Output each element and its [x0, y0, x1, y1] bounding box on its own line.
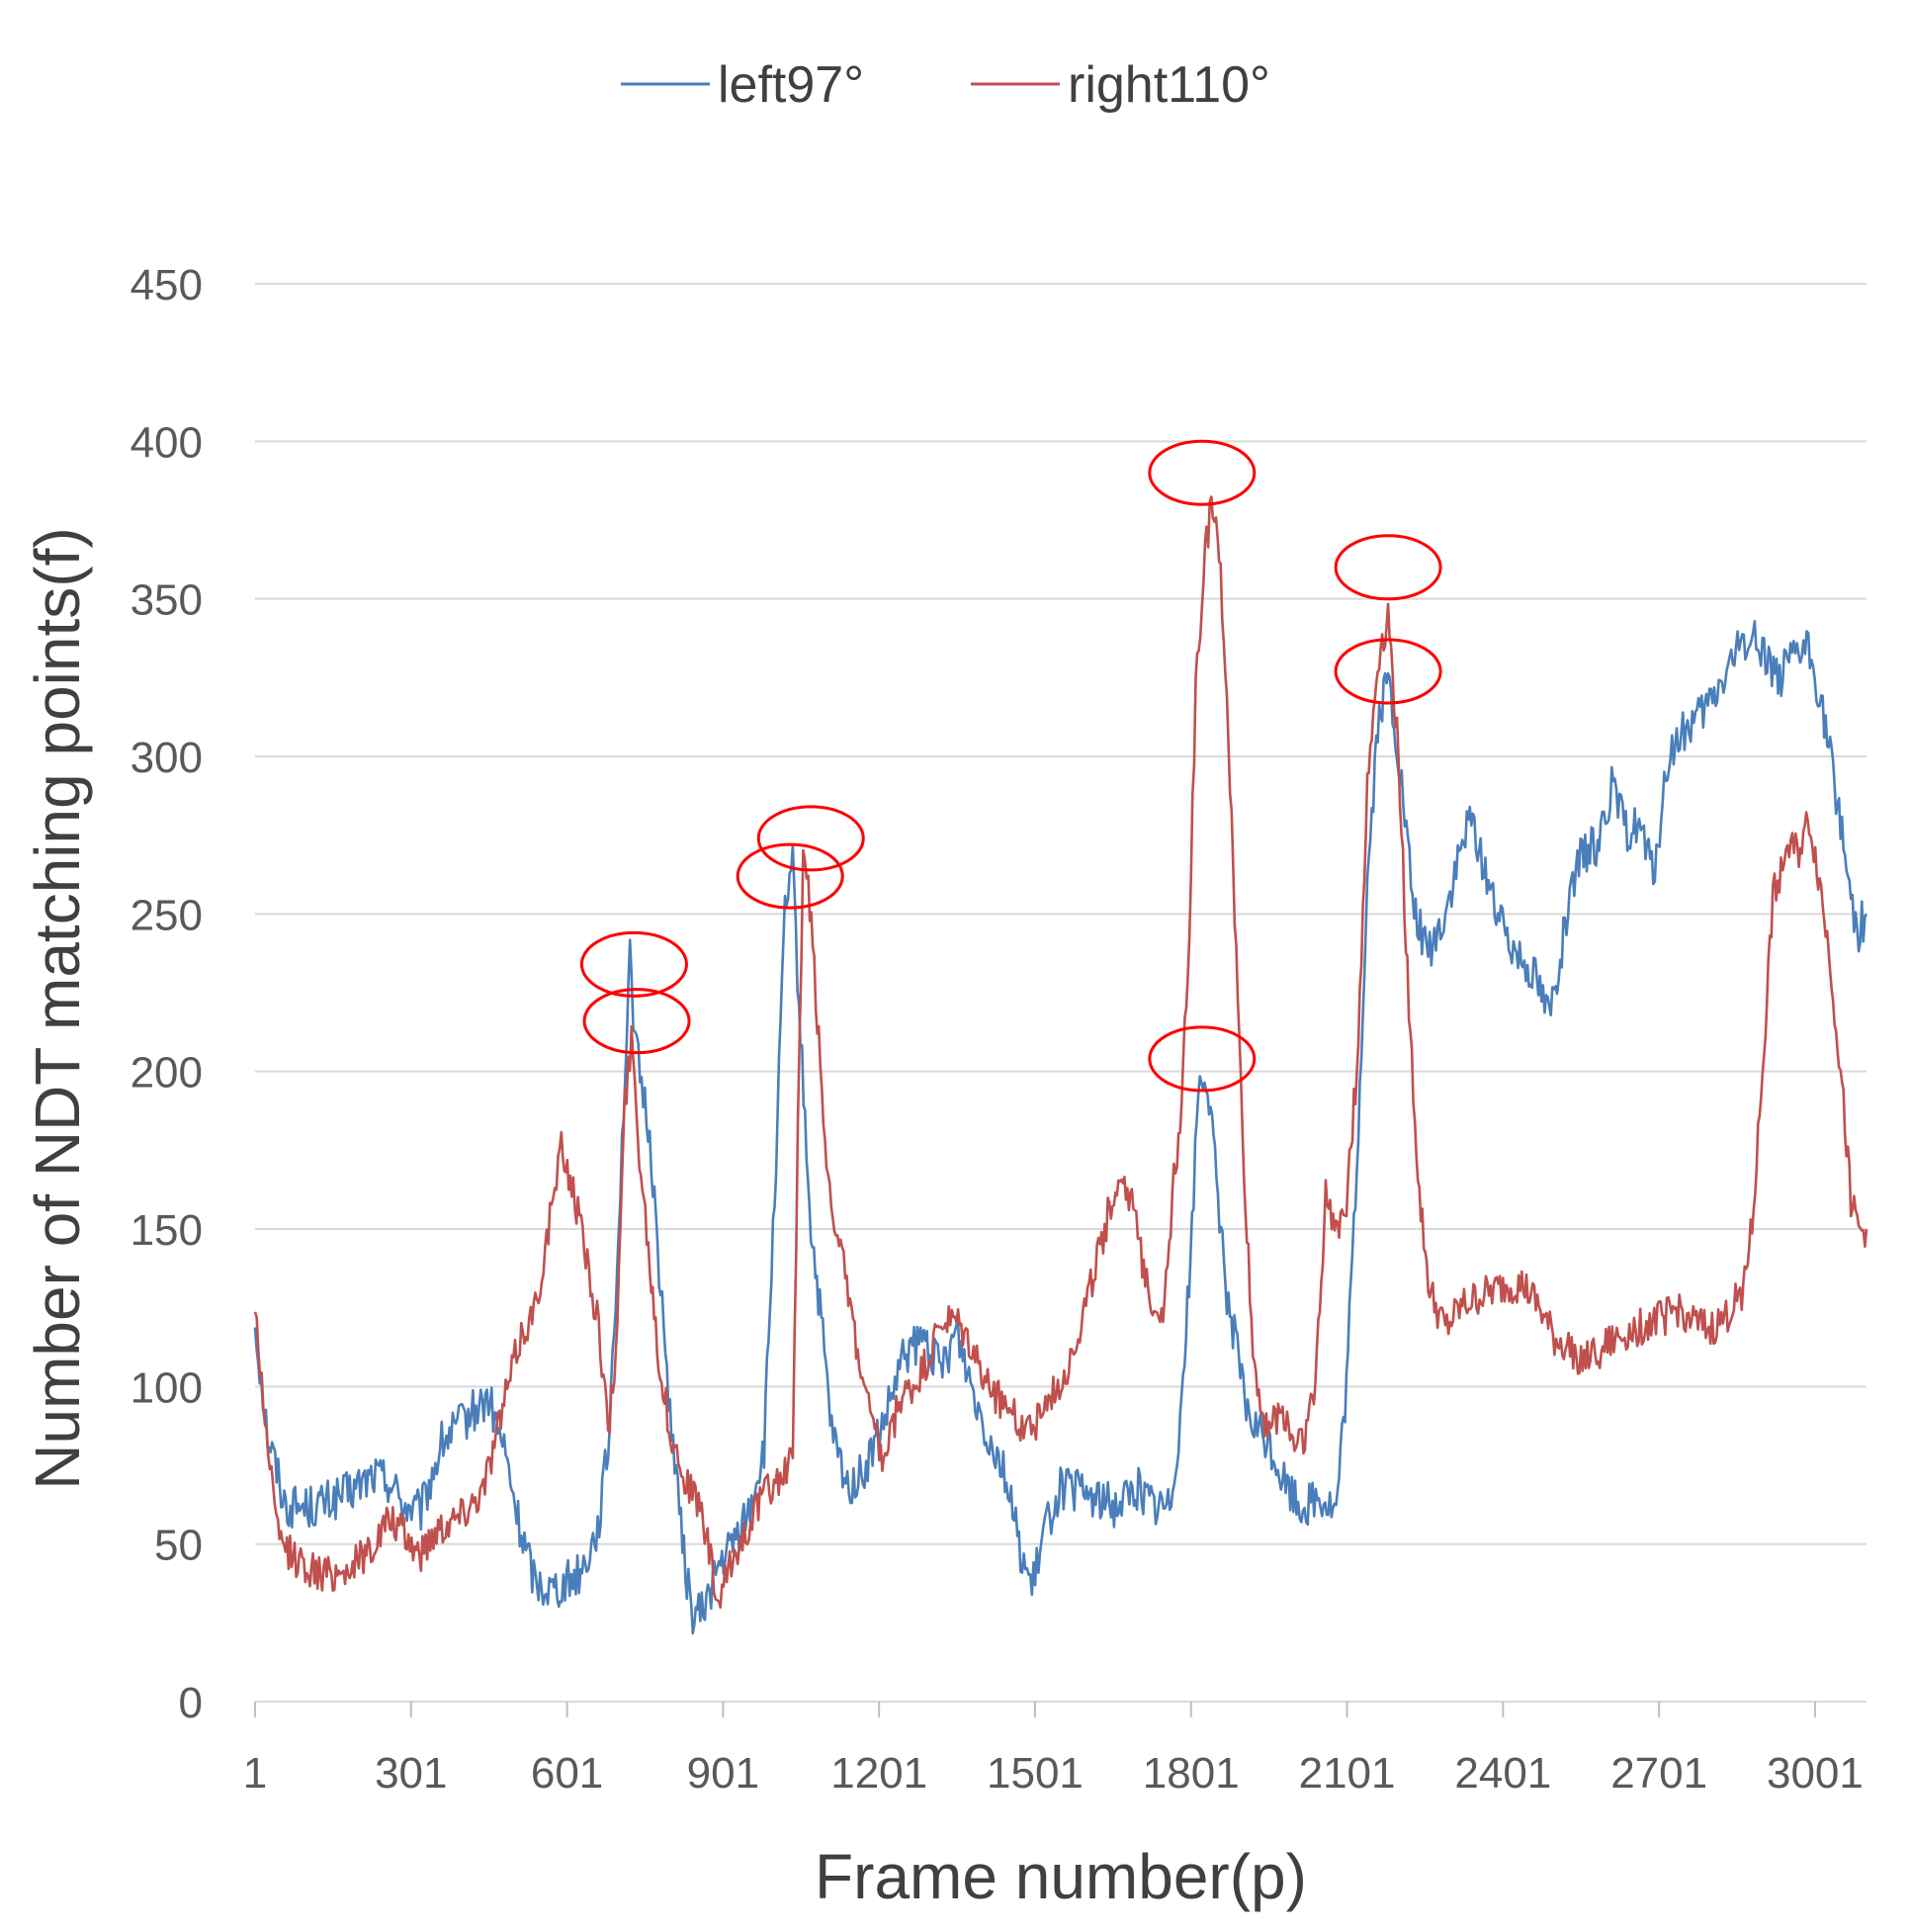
y-axis-title: Number of NDT matching points(f): [22, 527, 93, 1489]
peak-marker-2: [582, 988, 691, 1055]
x-tick-label-301: 301: [375, 1749, 447, 1798]
peak-marker-1: [579, 930, 688, 998]
legend: left97° right110°: [621, 56, 1270, 114]
peak-marker-3: [736, 842, 844, 910]
y-tick-label-400: 400: [130, 418, 203, 467]
x-tick-label-2401: 2401: [1454, 1749, 1551, 1798]
series-lines: [253, 495, 1868, 1635]
y-tick-label-450: 450: [130, 261, 203, 309]
x-tick-label-1501: 1501: [987, 1749, 1084, 1798]
peak-marker-4: [756, 805, 865, 872]
x-axis: [254, 1701, 1867, 1717]
y-tick-label-100: 100: [130, 1363, 203, 1412]
series-line-right: [253, 495, 1868, 1609]
x-tick-label-1801: 1801: [1143, 1749, 1240, 1798]
peak-annotations: [579, 439, 1442, 1093]
y-axis-tick-labels: 0 50 100 150 200 250 300 350 400 450: [130, 261, 203, 1727]
x-axis-title: Frame number(p): [815, 1841, 1307, 1912]
legend-label-right: right110°: [1068, 56, 1270, 114]
peak-marker-5: [1148, 439, 1257, 506]
y-tick-label-300: 300: [130, 734, 203, 782]
y-tick-label-0: 0: [179, 1679, 203, 1727]
peak-marker-6: [1148, 1025, 1257, 1093]
y-tick-label-150: 150: [130, 1206, 203, 1255]
y-tick-label-200: 200: [130, 1049, 203, 1098]
x-tick-label-3001: 3001: [1767, 1749, 1864, 1798]
series-line-left: [253, 620, 1868, 1635]
x-tick-label-2101: 2101: [1299, 1749, 1396, 1798]
x-tick-label-601: 601: [531, 1749, 603, 1798]
x-tick-label-1: 1: [243, 1749, 267, 1798]
y-tick-label-50: 50: [154, 1522, 203, 1570]
y-tick-label-250: 250: [130, 891, 203, 939]
y-tick-label-350: 350: [130, 576, 203, 625]
legend-label-left: left97°: [718, 56, 864, 114]
x-tick-label-901: 901: [687, 1749, 759, 1798]
peak-marker-7: [1334, 534, 1442, 601]
gridlines: [255, 283, 1867, 1545]
peak-marker-8: [1334, 638, 1442, 705]
x-tick-label-1201: 1201: [830, 1749, 927, 1798]
x-axis-tick-labels: 1 301 601 901 1201 1501 1801 2101 2401 2701 3001: [243, 1749, 1864, 1798]
x-tick-label-2701: 2701: [1610, 1749, 1707, 1798]
